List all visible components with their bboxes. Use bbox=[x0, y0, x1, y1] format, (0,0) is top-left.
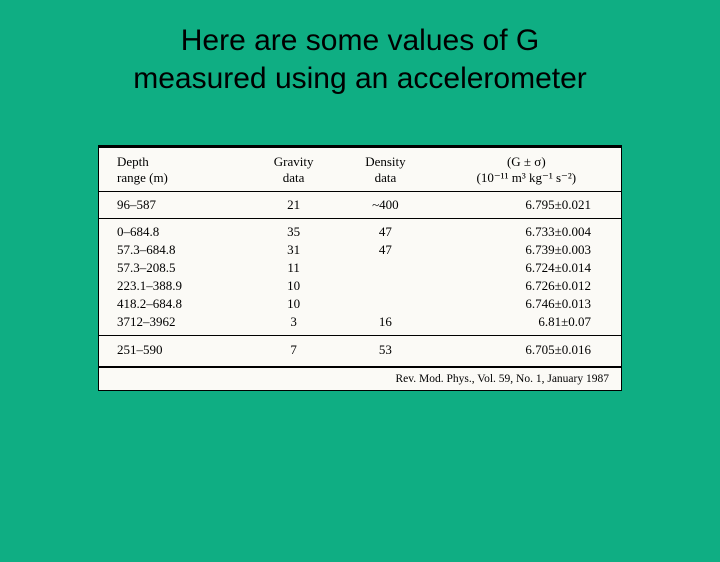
header-g: (G ± σ) (10⁻¹¹ m³ kg⁻¹ s⁻²) bbox=[432, 147, 621, 192]
header-gravity-l1: Gravity bbox=[274, 154, 314, 169]
cell-gravity: 7 bbox=[248, 336, 339, 367]
cell-density: ~400 bbox=[339, 192, 431, 219]
table-header-row: Depth range (m) Gravity data Density dat… bbox=[99, 147, 621, 192]
cell-g: 6.81±0.07 bbox=[432, 313, 621, 336]
table-row: 96–587 21 ~400 6.795±0.021 bbox=[99, 192, 621, 219]
cell-density bbox=[339, 277, 431, 295]
cell-depth: 57.3–208.5 bbox=[99, 259, 248, 277]
cell-gravity: 3 bbox=[248, 313, 339, 336]
cell-density: 47 bbox=[339, 241, 431, 259]
title-line-2: measured using an accelerometer bbox=[133, 62, 587, 95]
cell-gravity: 10 bbox=[248, 295, 339, 313]
cell-density: 16 bbox=[339, 313, 431, 336]
cell-depth: 223.1–388.9 bbox=[99, 277, 248, 295]
header-density: Density data bbox=[339, 147, 431, 192]
header-depth: Depth range (m) bbox=[99, 147, 248, 192]
table-row: 57.3–208.5 11 6.724±0.014 bbox=[99, 259, 621, 277]
cell-density: 53 bbox=[339, 336, 431, 367]
header-gravity-l2: data bbox=[283, 170, 305, 185]
table-row: 0–684.8 35 47 6.733±0.004 bbox=[99, 219, 621, 242]
data-table-container: Depth range (m) Gravity data Density dat… bbox=[98, 145, 622, 391]
header-density-l2: data bbox=[375, 170, 397, 185]
cell-density bbox=[339, 295, 431, 313]
cell-g: 6.746±0.013 bbox=[432, 295, 621, 313]
table-citation: Rev. Mod. Phys., Vol. 59, No. 1, January… bbox=[99, 366, 621, 390]
header-g-l1: (G ± σ) bbox=[507, 154, 546, 169]
cell-g: 6.739±0.003 bbox=[432, 241, 621, 259]
cell-gravity: 21 bbox=[248, 192, 339, 219]
cell-g: 6.733±0.004 bbox=[432, 219, 621, 242]
cell-gravity: 35 bbox=[248, 219, 339, 242]
header-density-l1: Density bbox=[365, 154, 405, 169]
g-values-table: Depth range (m) Gravity data Density dat… bbox=[99, 146, 621, 366]
cell-depth: 57.3–684.8 bbox=[99, 241, 248, 259]
cell-depth: 0–684.8 bbox=[99, 219, 248, 242]
table-row: 3712–3962 3 16 6.81±0.07 bbox=[99, 313, 621, 336]
cell-density bbox=[339, 259, 431, 277]
cell-g: 6.795±0.021 bbox=[432, 192, 621, 219]
cell-g: 6.705±0.016 bbox=[432, 336, 621, 367]
cell-depth: 3712–3962 bbox=[99, 313, 248, 336]
title-line-1: Here are some values of G bbox=[181, 24, 540, 57]
cell-depth: 96–587 bbox=[99, 192, 248, 219]
table-row: 418.2–684.8 10 6.746±0.013 bbox=[99, 295, 621, 313]
cell-gravity: 11 bbox=[248, 259, 339, 277]
slide-title: Here are some values of G measured using… bbox=[0, 22, 720, 97]
table-row: 57.3–684.8 31 47 6.739±0.003 bbox=[99, 241, 621, 259]
cell-gravity: 10 bbox=[248, 277, 339, 295]
cell-g: 6.726±0.012 bbox=[432, 277, 621, 295]
table-row: 251–590 7 53 6.705±0.016 bbox=[99, 336, 621, 367]
cell-density: 47 bbox=[339, 219, 431, 242]
cell-depth: 251–590 bbox=[99, 336, 248, 367]
cell-g: 6.724±0.014 bbox=[432, 259, 621, 277]
cell-depth: 418.2–684.8 bbox=[99, 295, 248, 313]
cell-gravity: 31 bbox=[248, 241, 339, 259]
table-row: 223.1–388.9 10 6.726±0.012 bbox=[99, 277, 621, 295]
header-g-l2: (10⁻¹¹ m³ kg⁻¹ s⁻²) bbox=[476, 170, 576, 185]
header-depth-l2: range (m) bbox=[117, 170, 168, 185]
header-depth-l1: Depth bbox=[117, 154, 149, 169]
header-gravity: Gravity data bbox=[248, 147, 339, 192]
